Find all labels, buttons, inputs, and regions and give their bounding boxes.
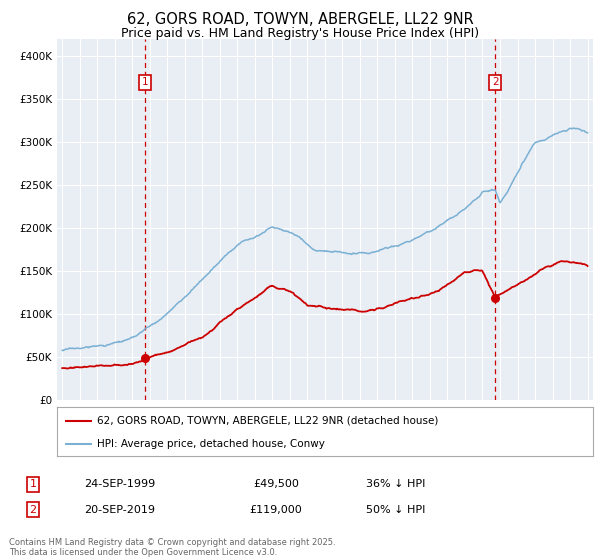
Text: 20-SEP-2019: 20-SEP-2019: [85, 505, 155, 515]
Text: £119,000: £119,000: [250, 505, 302, 515]
Text: 2: 2: [492, 77, 499, 87]
Text: 36% ↓ HPI: 36% ↓ HPI: [367, 479, 425, 489]
Text: Price paid vs. HM Land Registry's House Price Index (HPI): Price paid vs. HM Land Registry's House …: [121, 27, 479, 40]
Text: Contains HM Land Registry data © Crown copyright and database right 2025.
This d: Contains HM Land Registry data © Crown c…: [9, 538, 335, 557]
Text: 1: 1: [142, 77, 148, 87]
Text: 24-SEP-1999: 24-SEP-1999: [85, 479, 155, 489]
Text: 1: 1: [29, 479, 37, 489]
Text: HPI: Average price, detached house, Conwy: HPI: Average price, detached house, Conw…: [97, 439, 325, 449]
Text: 62, GORS ROAD, TOWYN, ABERGELE, LL22 9NR: 62, GORS ROAD, TOWYN, ABERGELE, LL22 9NR: [127, 12, 473, 27]
Text: 2: 2: [29, 505, 37, 515]
Text: 50% ↓ HPI: 50% ↓ HPI: [367, 505, 425, 515]
Text: 62, GORS ROAD, TOWYN, ABERGELE, LL22 9NR (detached house): 62, GORS ROAD, TOWYN, ABERGELE, LL22 9NR…: [97, 416, 439, 426]
Text: £49,500: £49,500: [253, 479, 299, 489]
